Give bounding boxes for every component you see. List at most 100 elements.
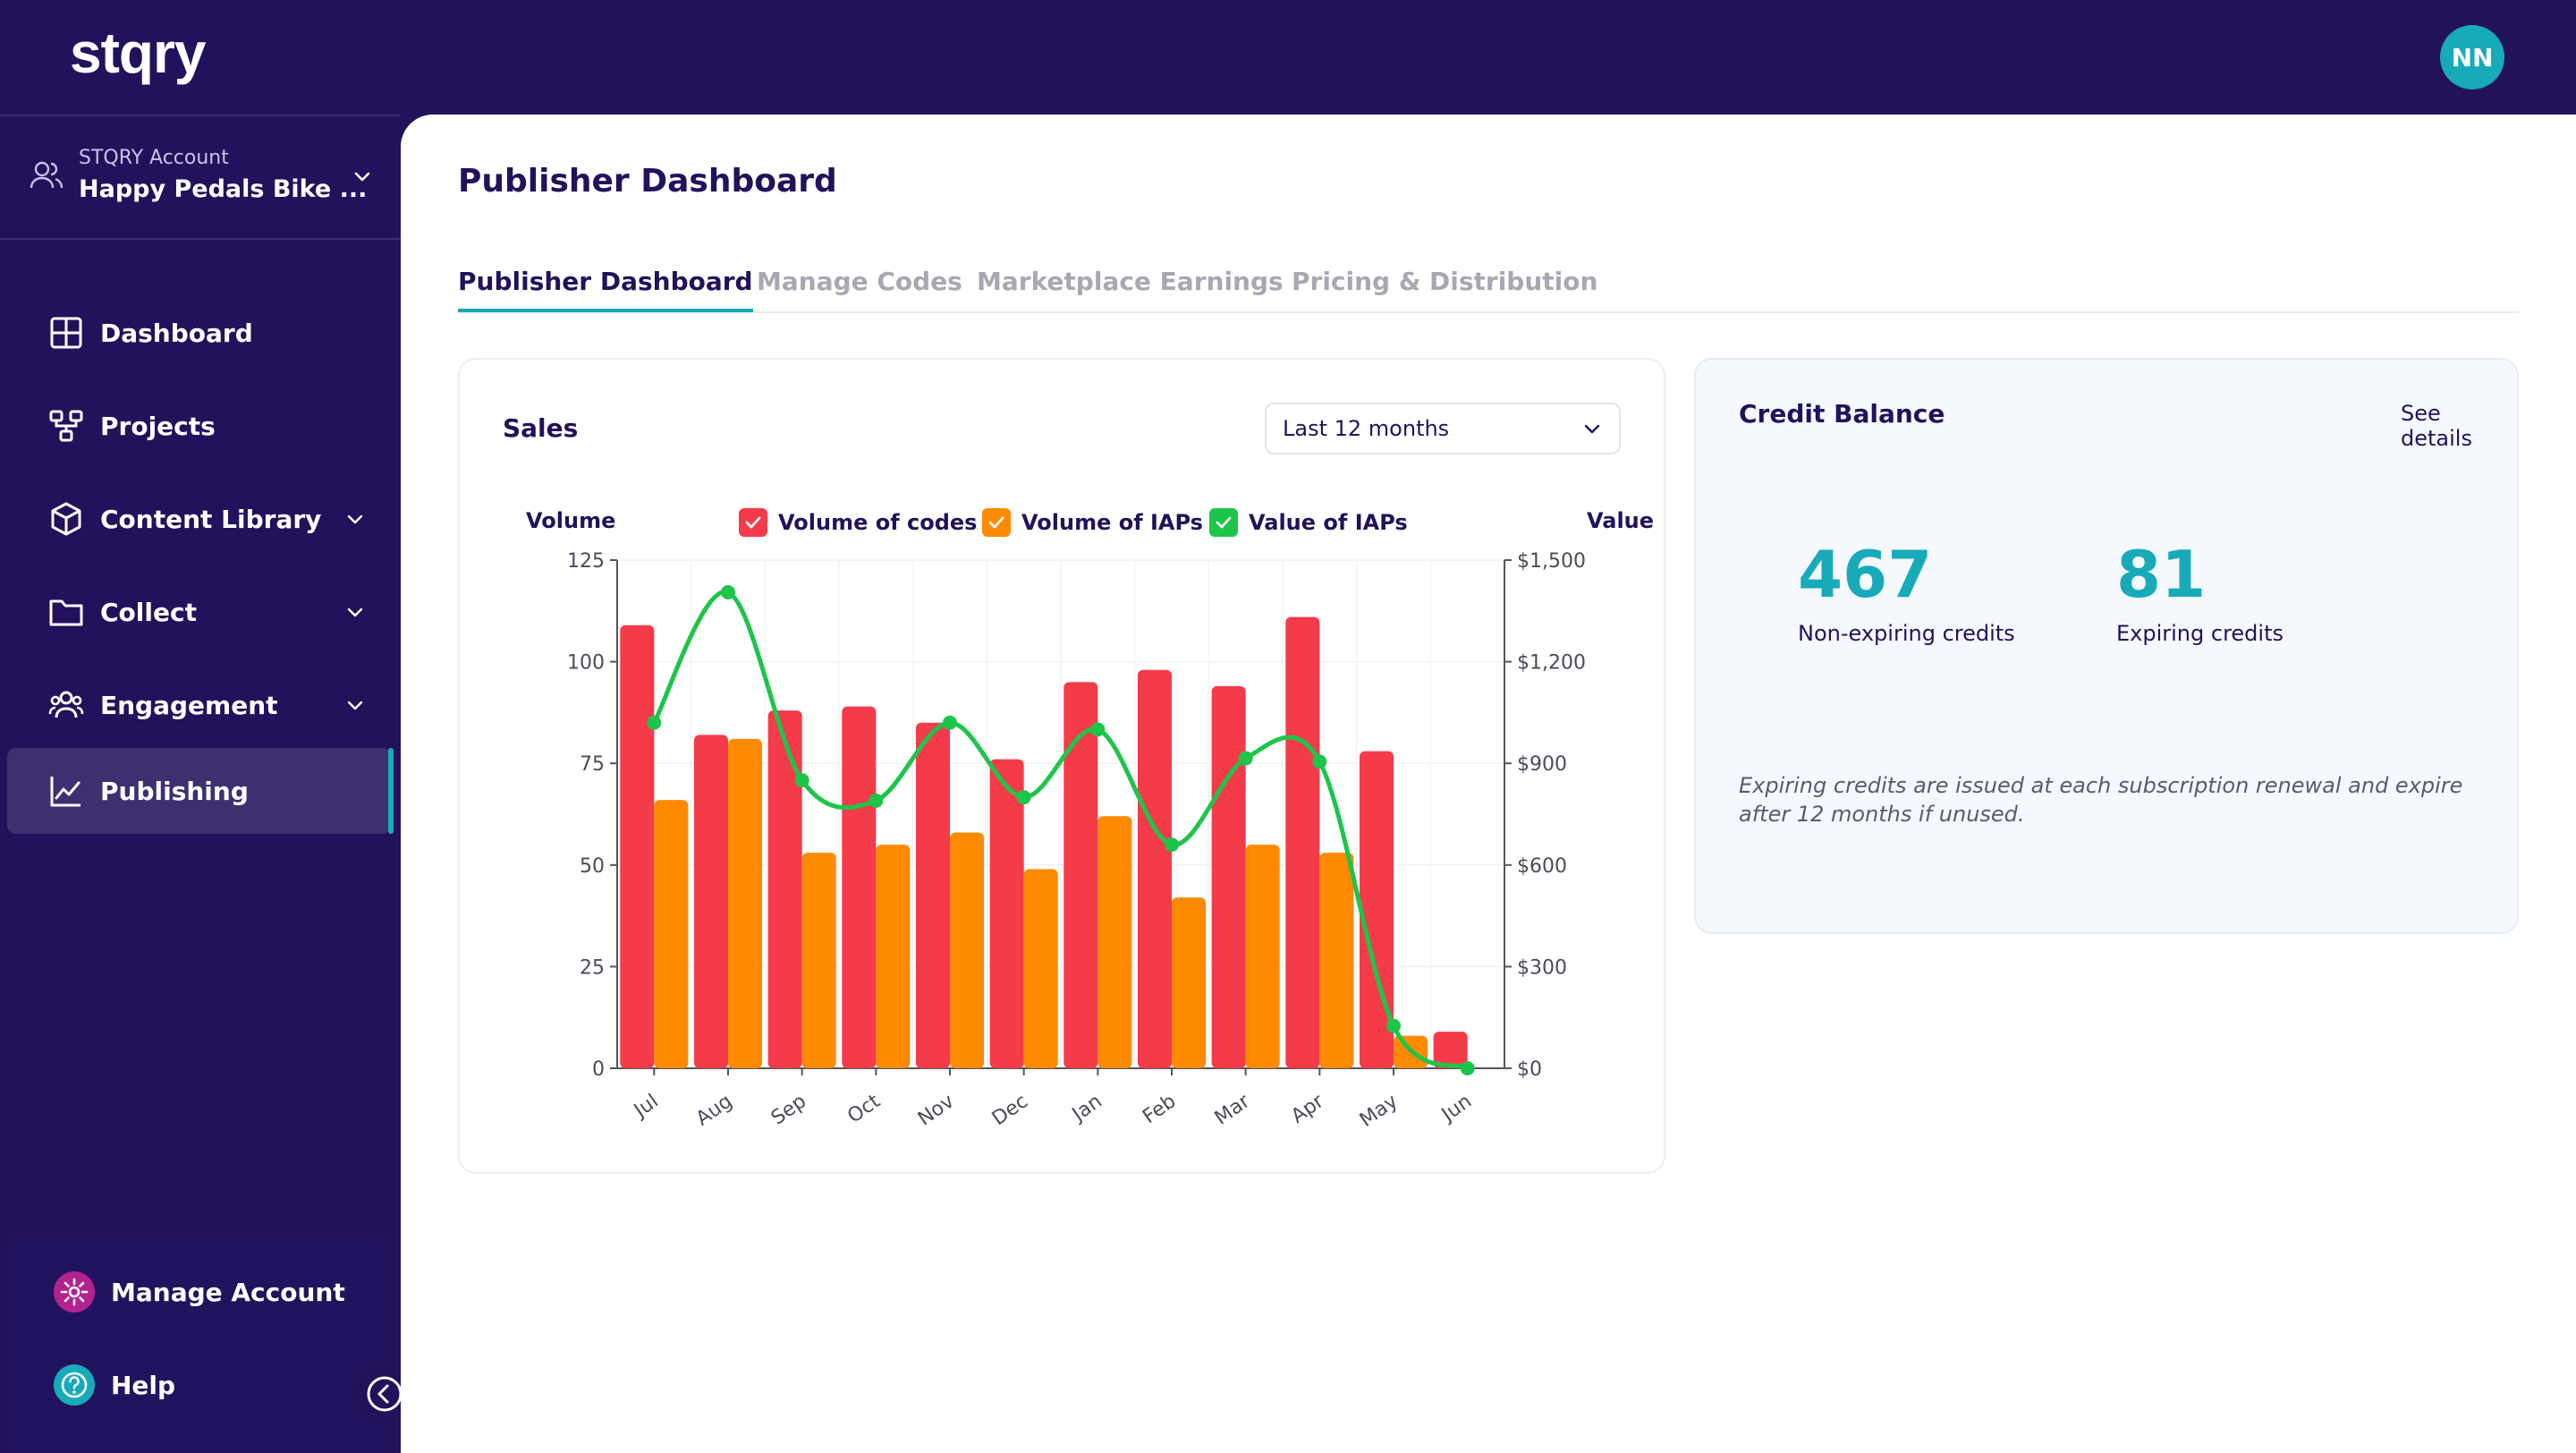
point-value-of-iaps [1165,837,1179,853]
date-range-value: Last 12 months [1283,416,1450,441]
cube-icon [51,502,81,536]
folder-icon [49,599,83,626]
bar-volume-of-iaps [1172,897,1207,1068]
account-name: Happy Pedals Bike ... [79,175,368,203]
x-axis-tick-label: Sep [767,1090,810,1129]
point-value-of-iaps [1460,1061,1475,1075]
sidebar-footer: Manage Account Help [11,1235,395,1453]
chevron-left-circle-icon [367,1376,402,1412]
sidebar-item-label: Content Library [100,504,322,534]
bar-volume-of-codes [1137,669,1172,1068]
sidebar-item-dashboard[interactable]: Dashboard [7,290,392,376]
non-expiring-credits-value: 467 [1798,537,1933,612]
legend-item-value-of-iaps[interactable]: Value of IAPs [1209,506,1408,539]
x-axis-tick-label: Dec [988,1090,1032,1130]
help-label: Help [111,1370,176,1400]
top-bar: stqry NN [0,0,2576,115]
chart-line-icon [50,777,80,807]
bar-volume-of-iaps [728,738,763,1068]
left-axis-tick-label: 125 [567,550,605,573]
help-icon [54,1364,95,1406]
chevron-down-icon [347,701,363,710]
point-value-of-iaps [1386,1018,1401,1033]
x-axis-tick-label: Jun [1436,1090,1476,1126]
manage-account-button[interactable]: Manage Account [11,1256,369,1328]
point-value-of-iaps [1090,722,1106,737]
bar-volume-of-codes [915,722,950,1068]
right-axis-tick-label: $300 [1517,956,1567,979]
point-value-of-iaps [1238,751,1253,766]
bar-volume-of-iaps [1245,845,1280,1068]
see-details-link[interactable]: See details [2401,401,2472,451]
date-range-select[interactable]: Last 12 months [1265,403,1621,455]
chevron-down-icon [347,608,363,617]
bar-volume-of-codes [989,759,1024,1068]
sidebar-item-engagement[interactable]: Engagement [7,662,392,748]
gear-icon [54,1271,95,1313]
right-axis-tick-label: $600 [1517,855,1567,878]
tab-manage-codes[interactable]: Manage Codes [757,267,962,296]
right-axis-tick-label: $0 [1517,1058,1542,1081]
x-axis-tick-label: Nov [914,1090,959,1130]
sidebar-item-label: Engagement [100,690,278,720]
right-axis-title: Value [1587,508,1655,533]
chevron-down-icon [354,172,370,182]
legend-item-volume-of-codes[interactable]: Volume of codes [739,506,977,539]
chevron-down-icon [347,514,363,524]
bar-volume-of-iaps [1097,816,1132,1068]
chevron-down-icon [1584,424,1600,434]
sidebar-item-label: Collect [100,597,197,627]
stqry-logo[interactable]: stqry [70,21,206,85]
tab-marketplace-earnings[interactable]: Marketplace Earnings [977,267,1284,296]
sales-chart: 0 25 50 75 100 125 $0 $300 $600 $900 $1,200 $1,500 J… [567,550,1586,1132]
left-axis-tick-label: 75 [580,753,605,776]
x-axis-tick-label: Aug [692,1090,737,1130]
bar-volume-of-iaps [950,832,985,1068]
main-content: Publisher Dashboard Publisher Dashboard … [401,115,2576,1453]
credit-balance-card: Credit Balance See details 467 Non-expir… [1694,358,2519,934]
left-axis-tick-label: 50 [580,855,605,878]
sidebar-item-publishing[interactable]: Publishing [7,748,394,834]
sidebar-item-projects[interactable]: Projects [7,383,392,469]
expiring-credits-note: Expiring credits are issued at each subs… [1739,773,2463,827]
point-value-of-iaps [721,584,735,599]
tab-pricing-distribution[interactable]: Pricing & Distribution [1292,267,1598,296]
bar-volume-of-iaps [876,845,911,1068]
account-users-icon [30,161,64,189]
point-value-of-iaps [647,715,662,730]
sidebar-item-content-library[interactable]: Content Library [7,476,392,562]
tab-publisher-dashboard[interactable]: Publisher Dashboard [458,267,753,312]
left-axis-tick-label: 25 [580,956,605,979]
x-axis-tick-label: Jul [629,1090,663,1123]
user-avatar[interactable]: NN [2440,25,2504,89]
left-axis-tick-label: 0 [592,1058,605,1081]
sales-card: Sales Last 12 months Volume Value Volume… [458,358,1665,1174]
x-axis-tick-label: Apr [1287,1090,1328,1128]
help-button[interactable]: Help [11,1349,369,1421]
bar-volume-of-codes [1433,1032,1468,1068]
right-axis-tick-label: $1,500 [1517,550,1586,573]
point-value-of-iaps [794,773,809,788]
non-expiring-credits-label: Non-expiring credits [1798,621,2015,646]
sidebar-item-label: Dashboard [100,318,253,348]
x-axis-tick-label: May [1356,1090,1402,1132]
right-axis-tick-label: $1,200 [1517,652,1586,675]
manage-account-label: Manage Account [111,1277,345,1307]
x-axis-tick-label: Feb [1139,1090,1180,1128]
bar-volume-of-iaps [1023,869,1058,1068]
point-value-of-iaps [1016,790,1031,805]
bar-volume-of-codes [1063,682,1098,1068]
expiring-credits-label: Expiring credits [2116,621,2284,646]
bar-volume-of-codes [767,710,802,1068]
x-axis-tick-label: Jan [1067,1090,1106,1126]
point-value-of-iaps [1312,754,1327,769]
sidebar-item-collect[interactable]: Collect [7,569,392,655]
bar-volume-of-iaps [654,800,689,1068]
bar-volume-of-codes [842,706,877,1068]
expiring-credits-value: 81 [2116,537,2207,612]
sidebar: STQRY Account Happy Pedals Bike ... Dash… [0,115,401,1453]
right-axis-tick-label: $900 [1517,753,1567,776]
legend-item-volume-of-iaps[interactable]: Volume of IAPs [982,506,1203,539]
point-value-of-iaps [943,715,957,730]
account-switcher[interactable]: STQRY Account Happy Pedals Bike ... [0,115,401,240]
